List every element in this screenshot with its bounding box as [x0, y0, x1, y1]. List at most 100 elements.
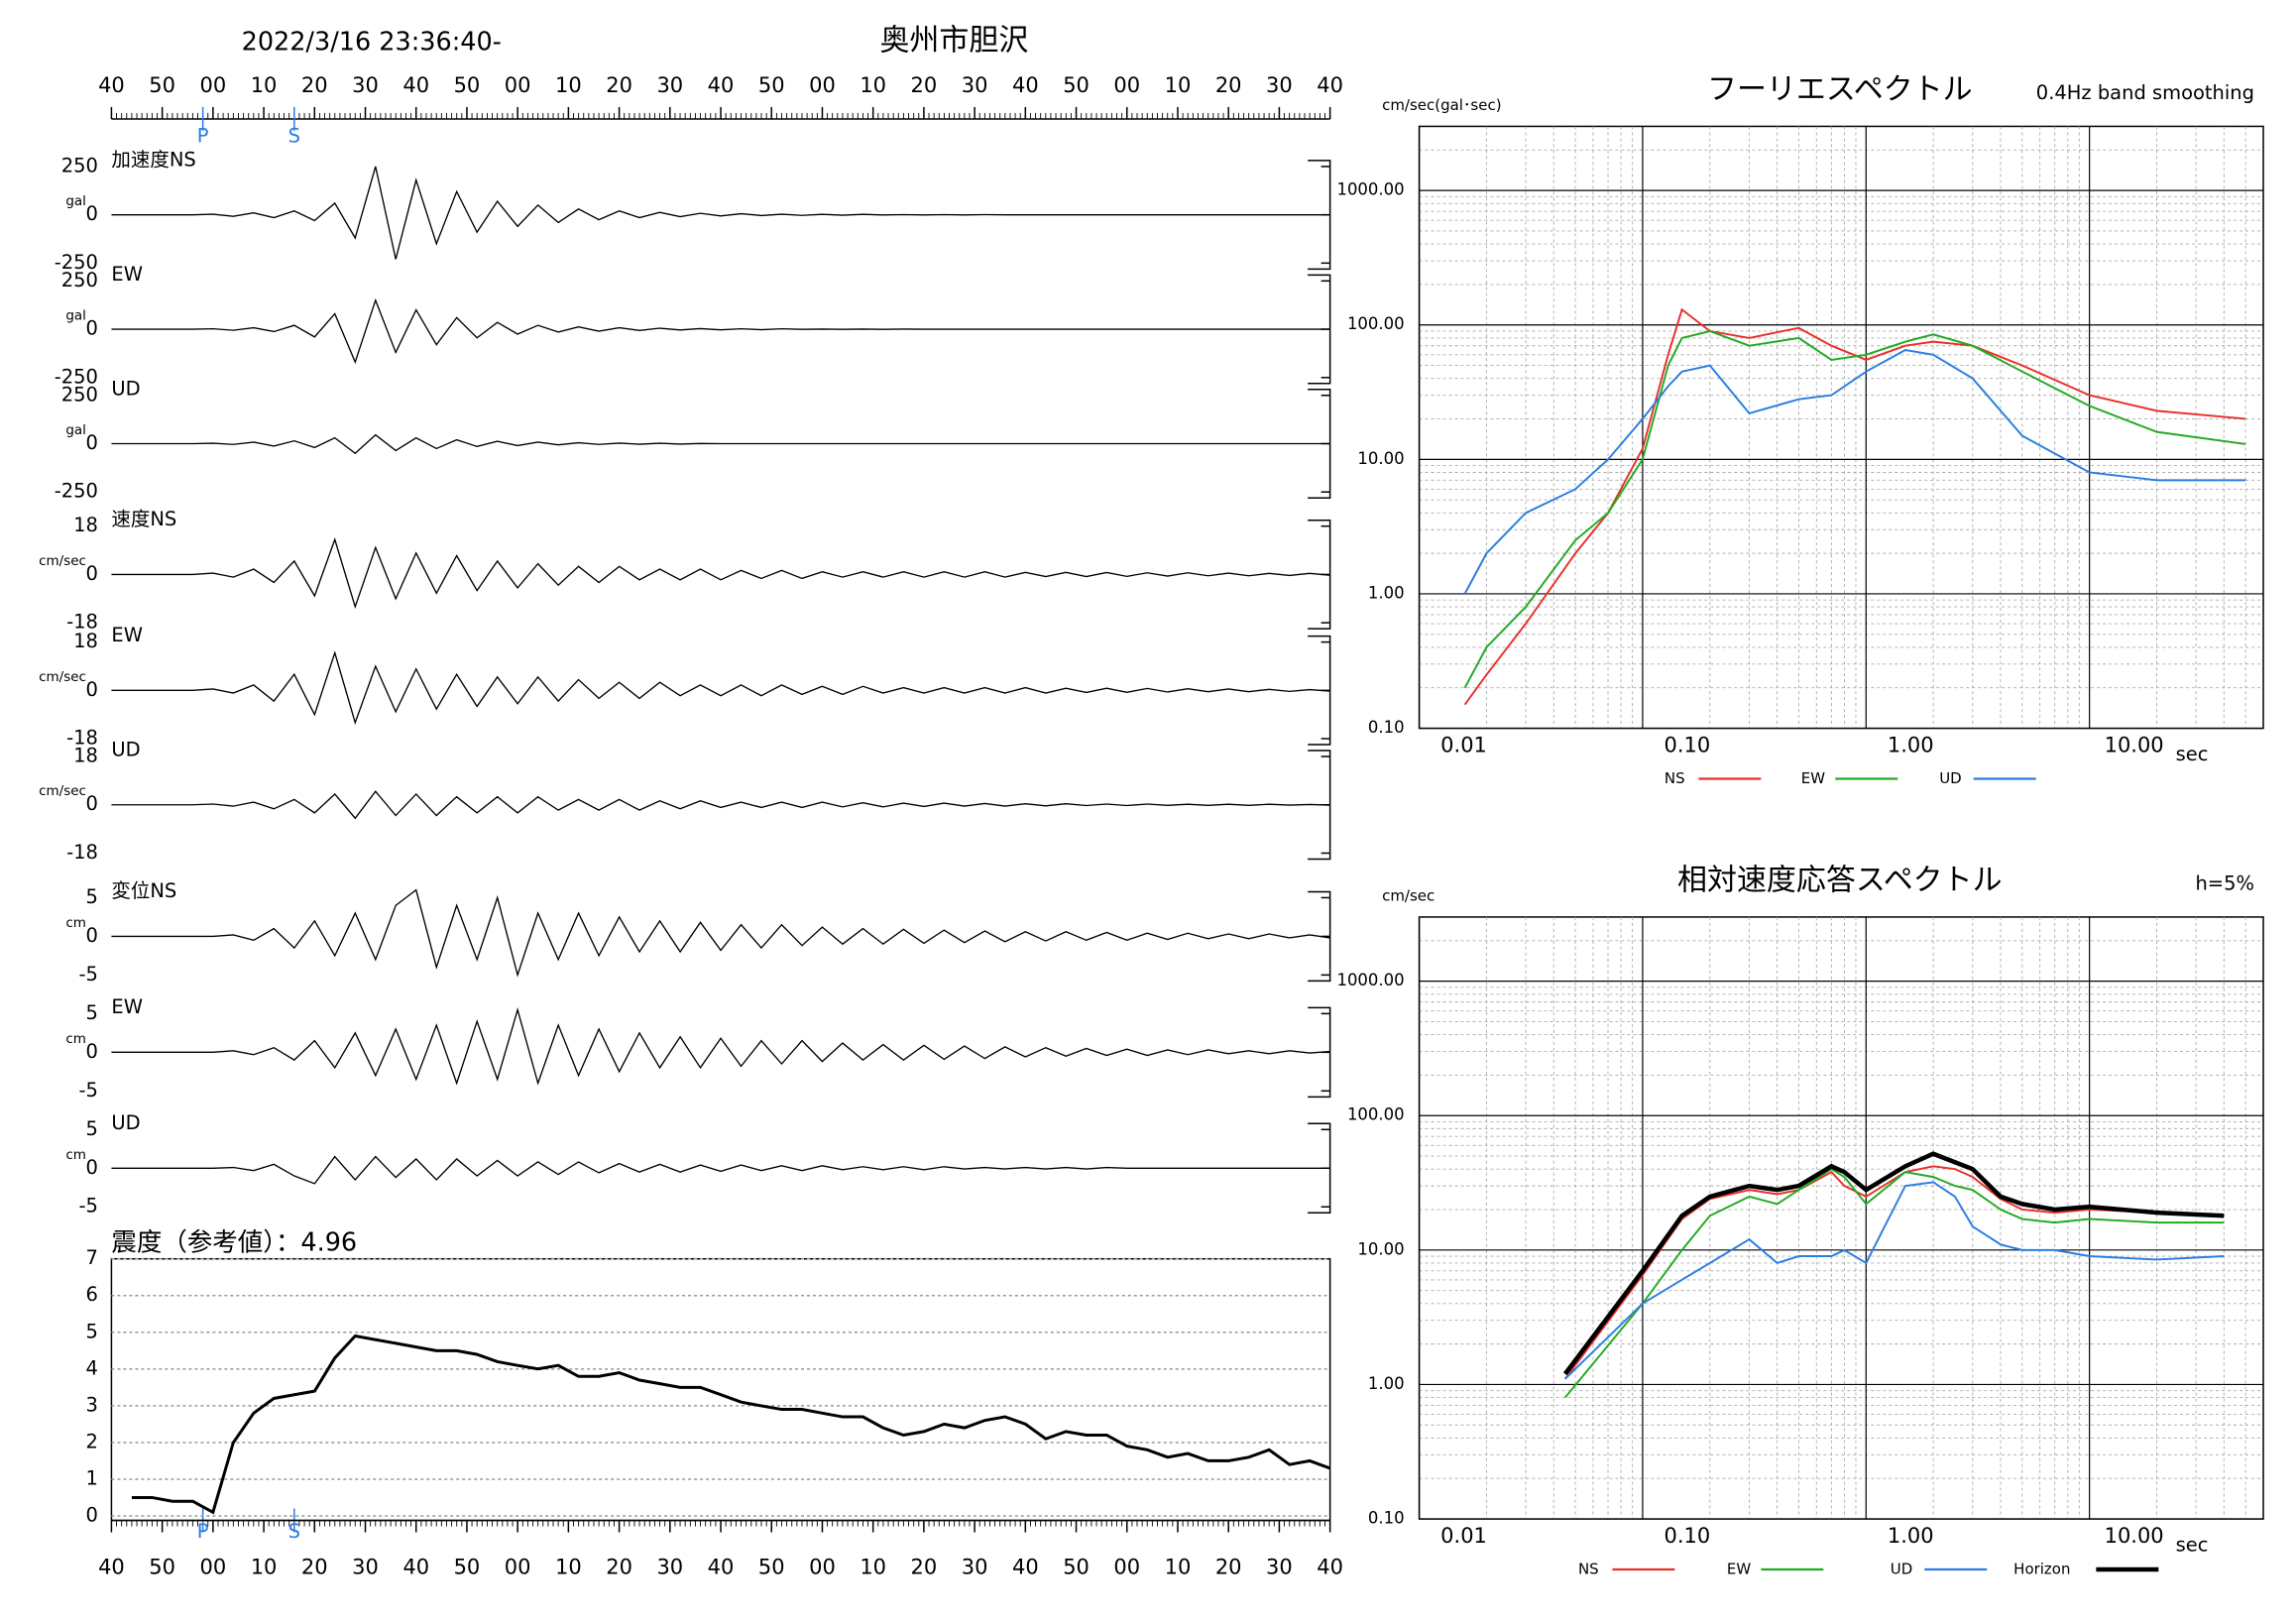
time-tick-label: 10	[1165, 73, 1192, 97]
trace-label: UD	[111, 377, 140, 400]
y-tick-label: -5	[79, 1195, 98, 1217]
time-tick-label: 20	[1215, 1556, 1242, 1579]
time-tick-label: 00	[809, 73, 836, 97]
y-axis-label: cm/sec(gal･sec)	[1382, 96, 1501, 114]
time-tick-label: 30	[352, 73, 379, 97]
x-tick-label: 0.01	[1440, 1524, 1487, 1548]
time-tick-label: 00	[200, 1556, 227, 1579]
time-tick-label: 10	[251, 73, 278, 97]
y-tick-label: 0	[86, 562, 98, 585]
trace-label: UD	[111, 1111, 140, 1134]
y-tick-label: 6	[86, 1283, 98, 1306]
waveform	[111, 537, 1330, 610]
time-tick-label: 40	[1012, 73, 1039, 97]
phase-label: P	[197, 124, 209, 147]
y-tick-label: -18	[66, 841, 98, 864]
y-tick-label: 0	[86, 792, 98, 815]
intensity-frame	[110, 1257, 1331, 1522]
time-tick-label: 50	[149, 1556, 175, 1579]
trace-label: EW	[111, 263, 143, 286]
intensity-title: 震度（参考値）：4.96	[111, 1228, 357, 1258]
legend-label: NS	[1578, 1561, 1599, 1578]
y-tick-label: -250	[55, 480, 98, 503]
time-tick-label: 40	[1317, 1556, 1343, 1579]
phase-label: S	[288, 124, 300, 147]
y-tick-label: 18	[73, 745, 98, 767]
y-tick-label: 1.00	[1368, 583, 1405, 602]
x-tick-label: 0.01	[1440, 734, 1487, 757]
y-tick-label: 0	[86, 678, 98, 701]
trace-label: 加速度NS	[111, 148, 195, 171]
time-tick-label: 30	[656, 73, 683, 97]
waveform	[111, 888, 1330, 978]
y-tick-label: 5	[86, 1001, 98, 1024]
time-tick-label: 20	[606, 73, 632, 97]
time-tick-label: 20	[606, 1556, 632, 1579]
y-tick-label: 0.10	[1368, 718, 1405, 737]
time-tick-label: 40	[1012, 1556, 1039, 1579]
y-tick-label: 0	[86, 924, 98, 947]
waveform	[111, 433, 1330, 455]
time-tick-label: 50	[149, 73, 175, 97]
y-tick-label: 4	[86, 1356, 98, 1379]
station: 奥州市胆沢	[879, 24, 1028, 58]
y-tick-label: 0	[86, 431, 98, 454]
trace-label: UD	[111, 739, 140, 761]
phase-label: S	[288, 1520, 300, 1543]
waveform	[111, 1007, 1330, 1086]
y-tick-label: 0	[86, 317, 98, 340]
time-tick-label: 40	[708, 73, 735, 97]
spectrum-line	[1563, 1165, 2225, 1380]
y-tick-label: 0.10	[1368, 1509, 1405, 1528]
unit-label: gal	[65, 193, 86, 209]
phase-label: P	[197, 1520, 209, 1543]
y-tick-label: -5	[79, 1079, 98, 1101]
y-tick-label: 1.00	[1368, 1374, 1405, 1393]
time-tick-label: 30	[656, 1556, 683, 1579]
time-tick-label: 50	[758, 73, 785, 97]
y-tick-label: 1000.00	[1336, 971, 1404, 989]
y-tick-label: 3	[86, 1393, 98, 1416]
time-tick-label: 20	[911, 73, 938, 97]
legend-label: NS	[1665, 769, 1685, 787]
time-tick-label: 00	[505, 1556, 531, 1579]
legend-label: UD	[1891, 1561, 1913, 1578]
y-tick-label: 18	[73, 630, 98, 652]
time-tick-label: 50	[758, 1556, 785, 1579]
time-tick-label: 30	[1266, 1556, 1293, 1579]
y-tick-label: 0	[86, 202, 98, 225]
y-axis-label: cm/sec	[1382, 886, 1435, 904]
unit-label: cm	[65, 1147, 86, 1163]
time-tick-label: 10	[555, 1556, 582, 1579]
y-tick-label: 5	[86, 1320, 98, 1342]
time-tick-label: 10	[860, 1556, 886, 1579]
y-tick-label: -250	[55, 251, 98, 274]
y-tick-label: 0	[86, 1156, 98, 1179]
waveform	[111, 166, 1330, 260]
time-tick-label: 50	[1063, 1556, 1090, 1579]
waveform	[111, 650, 1330, 726]
y-tick-label: 0	[86, 1040, 98, 1063]
spectrum-line	[1463, 307, 2246, 706]
spectrum-line	[1564, 1181, 2225, 1380]
x-axis-label: sec	[2176, 743, 2209, 765]
y-tick-label: 5	[86, 1117, 98, 1140]
spectrum-line	[1564, 1168, 2225, 1399]
y-tick-label: -18	[66, 727, 98, 750]
time-tick-label: 40	[1317, 73, 1343, 97]
trace-label: 速度NS	[111, 508, 176, 530]
x-axis-label: sec	[2176, 1534, 2209, 1557]
trace-label: 変位NS	[111, 879, 176, 902]
unit-label: gal	[65, 308, 86, 324]
time-tick-label: 40	[402, 73, 429, 97]
x-tick-label: 10.00	[2105, 734, 2164, 757]
time-tick-label: 10	[555, 73, 582, 97]
time-tick-label: 20	[301, 73, 328, 97]
y-tick-label: 2	[86, 1430, 98, 1452]
chart-title: フーリエスペクトル	[1707, 72, 1973, 107]
plot-frame	[1418, 916, 2264, 1520]
time-tick-label: 40	[98, 73, 125, 97]
trace-label: EW	[111, 624, 143, 646]
legend-label: EW	[1727, 1561, 1751, 1578]
chart-title: 相対速度応答スペクトル	[1677, 863, 2003, 897]
